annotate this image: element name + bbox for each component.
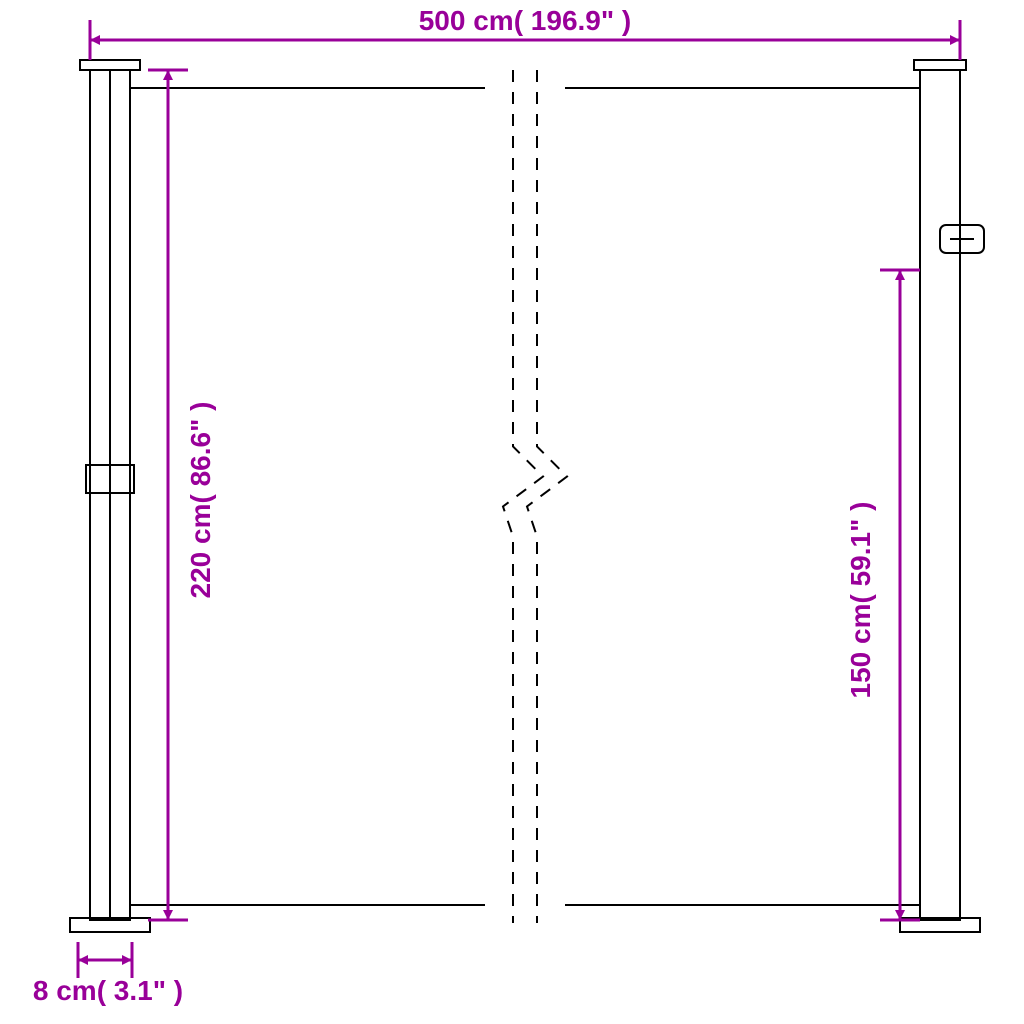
width-dimension-label: 500 cm( 196.9" ): [419, 5, 632, 36]
height-right-dimension-label: 150 cm( 59.1" ): [845, 502, 876, 699]
height-left-dimension-label: 220 cm( 86.6" ): [185, 402, 216, 599]
depth-dimension-label: 8 cm( 3.1" ): [33, 975, 183, 1006]
